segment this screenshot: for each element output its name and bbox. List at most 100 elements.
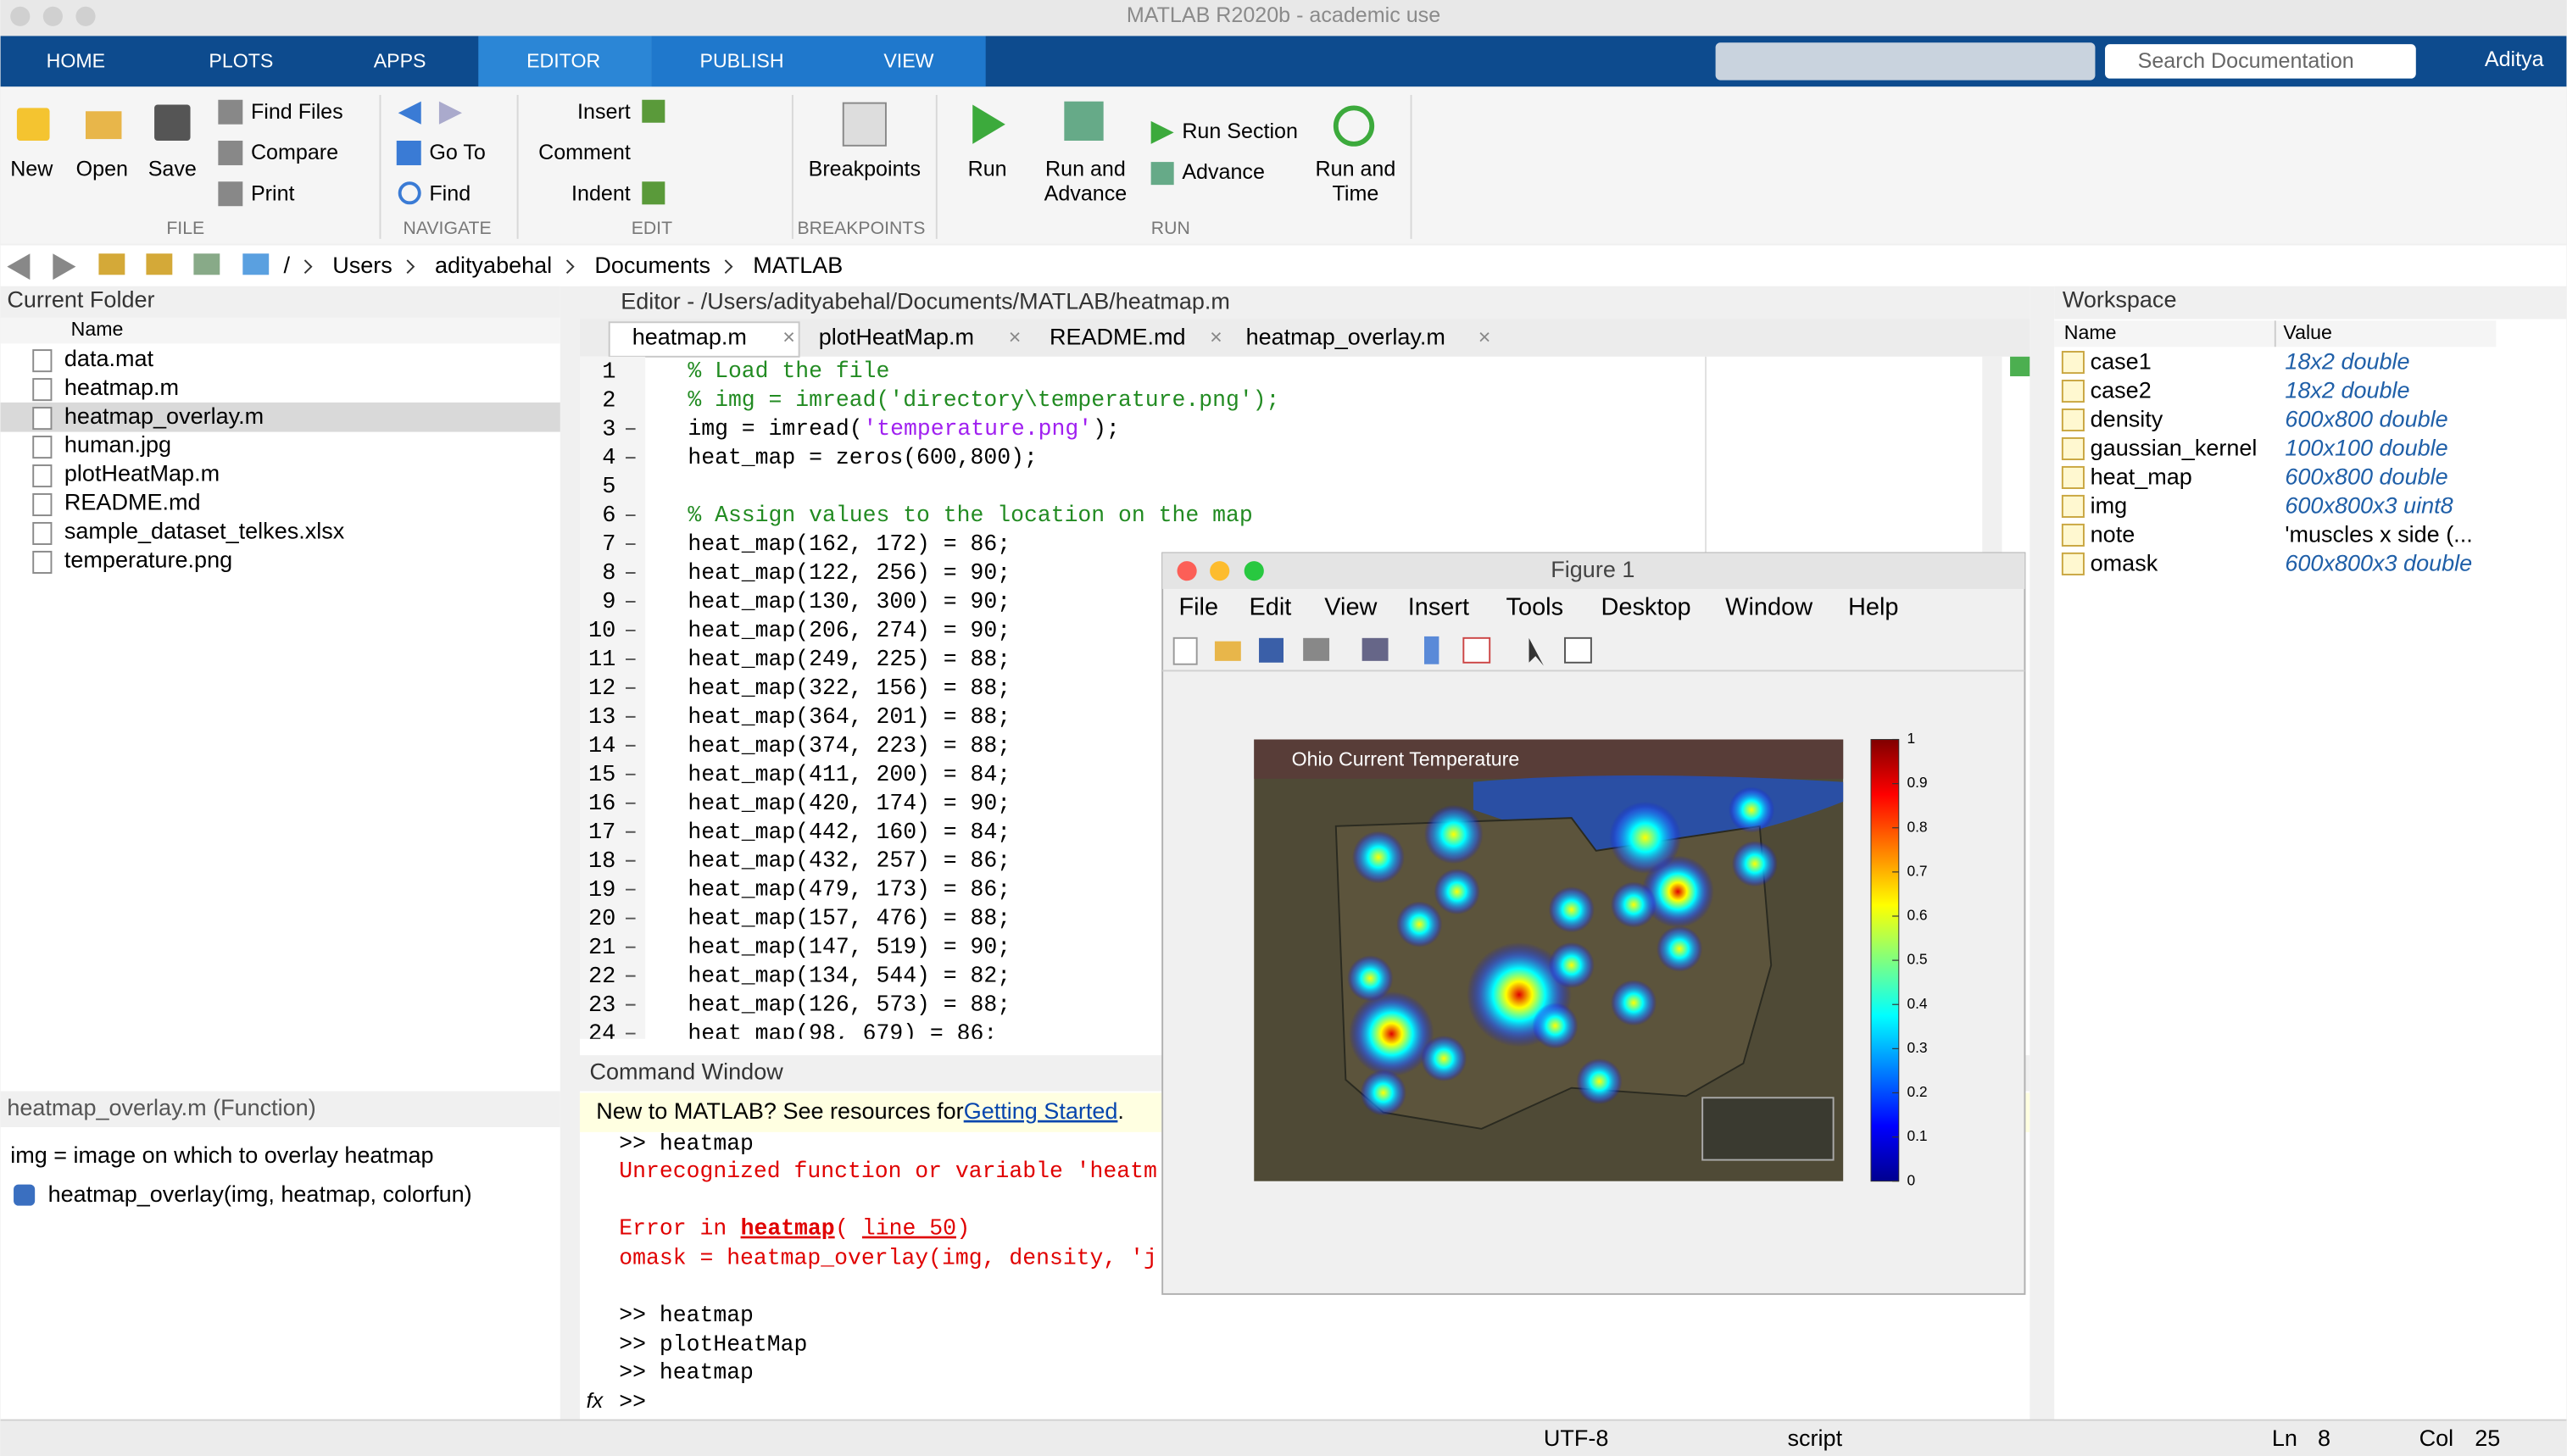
figure-menu[interactable]: Window: [1725, 594, 1812, 621]
panel-title: Workspace: [2063, 286, 2177, 312]
error-link[interactable]: line 50: [862, 1216, 956, 1242]
editor-tab[interactable]: README.md: [1050, 325, 1186, 350]
ribbon-button[interactable]: Print: [251, 181, 295, 205]
editor-tab[interactable]: heatmap.m: [632, 325, 747, 350]
search-box[interactable]: [2105, 44, 2416, 79]
ribbon-button[interactable]: Advance: [1044, 181, 1128, 205]
code-text: heat_map(134, 544) = 82;: [688, 964, 1011, 989]
code-text: heat_map(147, 519) = 90;: [688, 935, 1011, 960]
ribbon-button[interactable]: Run and: [1045, 157, 1126, 181]
variable-name[interactable]: omask: [2091, 550, 2158, 575]
figure-menu[interactable]: File: [1178, 594, 1218, 621]
ribbon-button[interactable]: Find: [429, 181, 471, 205]
tab-close[interactable]: ×: [782, 325, 795, 349]
window-button[interactable]: [10, 6, 31, 26]
window-button[interactable]: [75, 6, 96, 26]
active-editor-tab[interactable]: [608, 321, 800, 358]
tab-close[interactable]: ×: [1478, 325, 1491, 349]
path-segment[interactable]: adityabehal: [435, 253, 552, 278]
zoom-button[interactable]: [1244, 561, 1264, 581]
path-segment[interactable]: Users: [332, 253, 393, 278]
line-number: 10: [588, 619, 615, 644]
user-menu[interactable]: Aditya: [2485, 47, 2544, 71]
close-button[interactable]: [1177, 561, 1197, 581]
file-name[interactable]: human.jpg: [64, 432, 171, 458]
code-area: 1 % Load the file 2 % img = imread('directo…: [588, 358, 1279, 1039]
file-name[interactable]: sample_dataset_telkes.xlsx: [64, 519, 345, 544]
tab-close[interactable]: ×: [1210, 325, 1222, 349]
variable-icon: [2061, 494, 2085, 518]
code-text: % img = imread('directory\temperature.pn…: [688, 387, 1279, 413]
editor-tab[interactable]: heatmap_overlay.m: [1246, 325, 1445, 350]
variable-name[interactable]: case2: [2091, 378, 2152, 403]
ribbon-button[interactable]: Run: [968, 157, 1007, 181]
figure-menu[interactable]: Desktop: [1601, 594, 1690, 621]
ribbon-button[interactable]: Save: [148, 157, 197, 181]
ribbon-button[interactable]: Indent: [571, 181, 631, 205]
toolstrip-tab[interactable]: HOME: [47, 49, 105, 71]
details-text: img = image on which to overlay heatmap: [10, 1142, 433, 1168]
file-name[interactable]: data.mat: [64, 346, 154, 371]
path-segment[interactable]: Documents: [594, 253, 710, 278]
variable-name[interactable]: case1: [2091, 349, 2152, 375]
ribbon-button[interactable]: Insert: [577, 100, 631, 124]
file-name[interactable]: heatmap.m: [64, 375, 179, 400]
ribbon-button[interactable]: Breakpoints: [809, 157, 921, 181]
file-name[interactable]: plotHeatMap.m: [64, 461, 220, 486]
variable-name[interactable]: note: [2091, 522, 2135, 547]
code-text: heat_map(130, 300) = 90;: [688, 589, 1011, 614]
line-number: 11: [588, 647, 615, 673]
variable-value: 18x2 double: [2285, 378, 2409, 403]
editor-tab[interactable]: plotHeatMap.m: [819, 325, 974, 350]
colorbar-tick-label: 0: [1907, 1171, 1915, 1188]
file-name[interactable]: heatmap_overlay.m: [64, 403, 264, 429]
ribbon-button[interactable]: Run Section: [1182, 119, 1298, 143]
image-title-band: [1254, 739, 1844, 779]
ribbon-button[interactable]: New: [10, 157, 53, 181]
command-text: (: [835, 1216, 849, 1242]
ribbon-button[interactable]: Open: [76, 157, 128, 181]
toolstrip-tab[interactable]: APPS: [374, 49, 426, 71]
ribbon-button[interactable]: Find Files: [251, 100, 343, 124]
function-icon: [14, 1184, 36, 1206]
figure-menu[interactable]: Insert: [1408, 594, 1469, 621]
ribbon-button[interactable]: Compare: [251, 141, 338, 164]
variable-value: 600x800 double: [2285, 407, 2447, 432]
minimize-button[interactable]: [1210, 561, 1230, 581]
command-text: omask = heatmap_overlay(img, density, 'j: [619, 1245, 1157, 1270]
file-name[interactable]: README.md: [64, 490, 201, 515]
variable-name[interactable]: gaussian_kernel: [2091, 436, 2258, 461]
figure-menu[interactable]: Tools: [1506, 594, 1564, 621]
command-text: Error in: [619, 1216, 727, 1242]
path-segment[interactable]: /: [284, 253, 291, 278]
ribbon-button[interactable]: Time: [1333, 181, 1379, 205]
path-segment[interactable]: MATLAB: [753, 253, 843, 278]
toolstrip-tab[interactable]: VIEW: [883, 49, 933, 71]
figure-menu[interactable]: Help: [1848, 594, 1899, 621]
figure-menu[interactable]: Edit: [1249, 594, 1291, 621]
variable-name[interactable]: img: [2091, 493, 2128, 519]
variable-name[interactable]: heat_map: [2091, 464, 2192, 490]
window-button[interactable]: [42, 6, 63, 26]
path-separator: [565, 259, 575, 275]
ribbon-button[interactable]: Comment: [538, 141, 631, 164]
getting-started-link[interactable]: Getting Started: [964, 1098, 1118, 1124]
figure-menu[interactable]: View: [1324, 594, 1377, 621]
ribbon-button[interactable]: Advance: [1182, 160, 1265, 184]
toolstrip-tab[interactable]: PUBLISH: [700, 49, 784, 71]
file-name[interactable]: temperature.png: [64, 547, 232, 573]
ribbon-button[interactable]: Go To: [429, 141, 485, 164]
tab-close[interactable]: ×: [1009, 325, 1022, 349]
colorbar-tick-label: 0.1: [1907, 1127, 1927, 1144]
colorbar-tick-label: 0.5: [1907, 951, 1927, 968]
search-placeholder[interactable]: Search Documentation: [2138, 49, 2354, 73]
title-bar: [0, 0, 2567, 36]
toolstrip-tab[interactable]: PLOTS: [209, 49, 273, 71]
line-number: 15: [588, 763, 615, 788]
toolstrip-tab[interactable]: EDITOR: [526, 49, 600, 71]
variable-name[interactable]: density: [2091, 407, 2163, 432]
ribbon-button[interactable]: Run and: [1316, 157, 1396, 181]
error-link[interactable]: heatmap: [741, 1216, 835, 1242]
